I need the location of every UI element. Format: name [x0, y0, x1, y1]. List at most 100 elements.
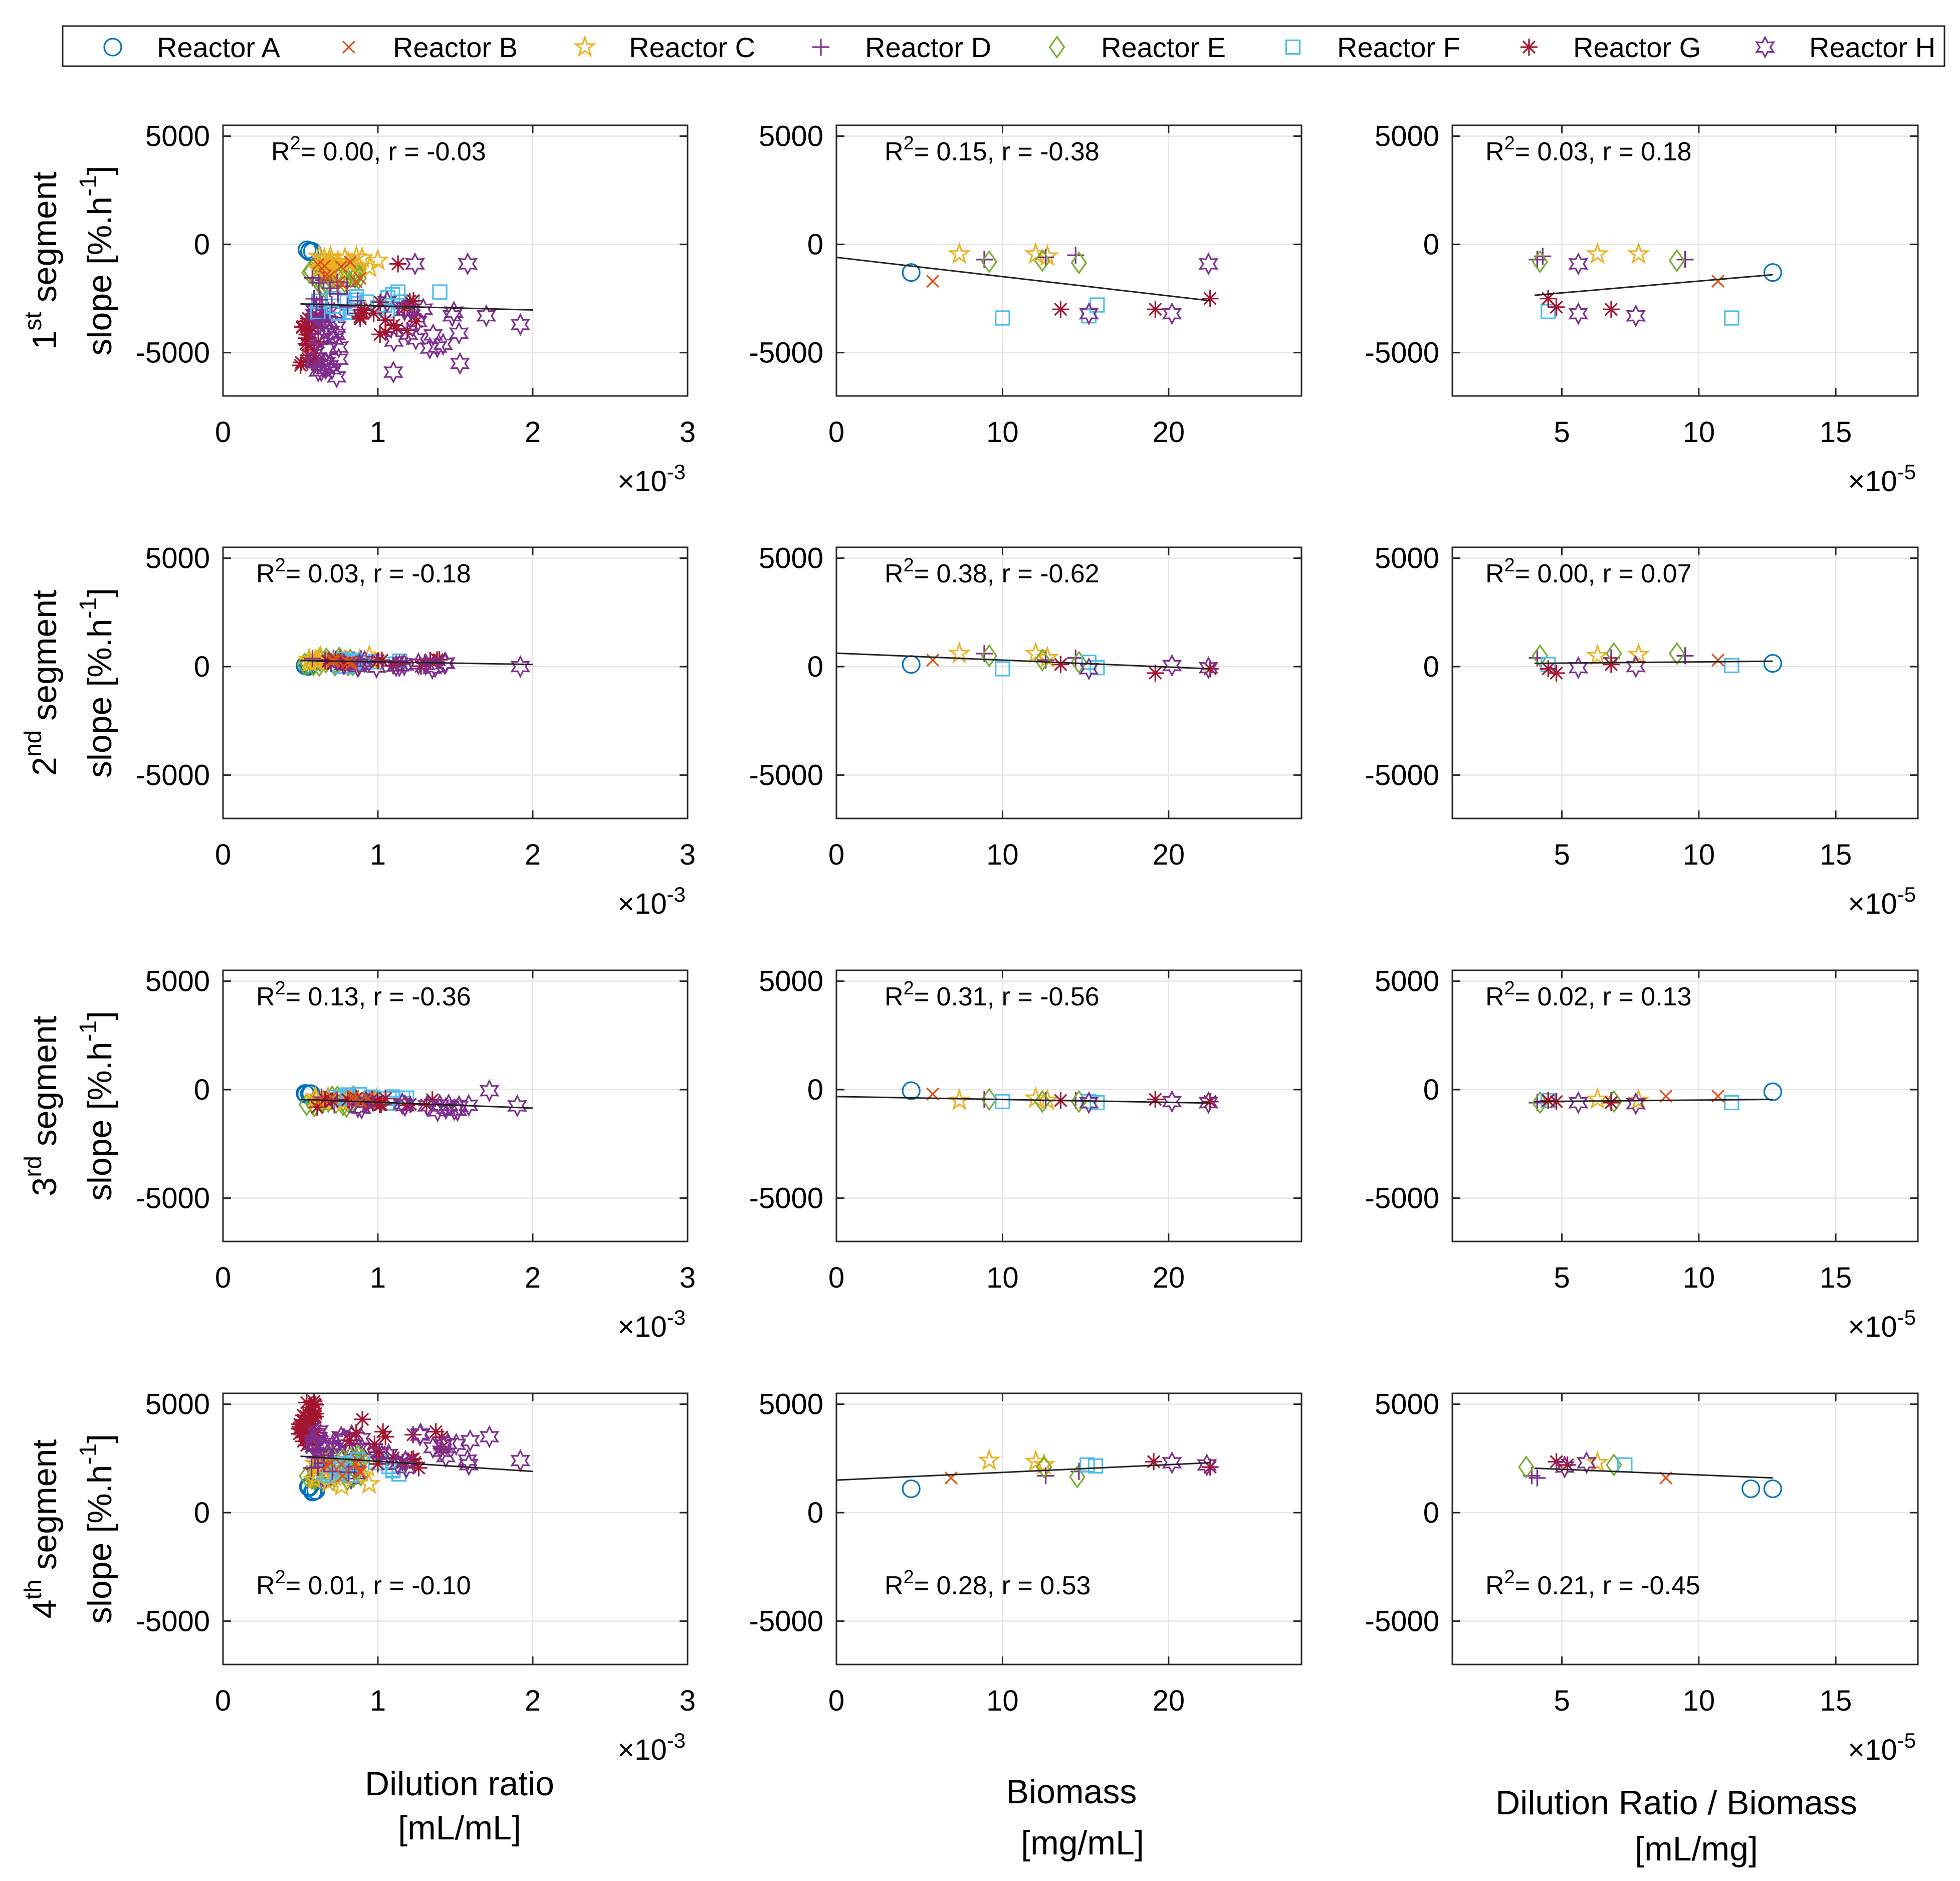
marker-reactor-a [902, 1479, 921, 1499]
marker-reactor-h [308, 359, 329, 383]
marker-reactor-h [308, 328, 328, 351]
marker-reactor-b [341, 656, 354, 669]
x-tick-label: 10 [986, 416, 1019, 449]
marker-reactor-c [1586, 643, 1609, 666]
y-tick-label: 5000 [1375, 120, 1439, 153]
marker-reactor-a [1763, 1479, 1782, 1499]
legend-entry-reactor-f: Reactor F [1337, 32, 1460, 63]
marker-reactor-g [1540, 1092, 1557, 1109]
marker-reactor-f [1724, 310, 1739, 326]
data-points [296, 644, 533, 680]
marker-reactor-e [1070, 651, 1087, 674]
marker-reactor-g [371, 326, 389, 343]
marker-reactor-h [449, 321, 469, 345]
marker-reactor-h [383, 360, 403, 384]
marker-reactor-h [435, 1097, 456, 1120]
marker-reactor-h [1568, 302, 1589, 325]
marker-reactor-b [926, 654, 940, 667]
marker-reactor-h [351, 1096, 372, 1120]
marker-reactor-e [1532, 250, 1549, 274]
marker-reactor-g [376, 311, 394, 329]
marker-reactor-d [1529, 1469, 1546, 1487]
marker-reactor-b [324, 1456, 337, 1470]
marker-reactor-h [450, 352, 470, 375]
panel-r3-c2: 0 10 20 5000 0 -5000 R2= 0.31, r = -0.56 [749, 965, 1302, 1294]
y-tick-label: 0 [1423, 1074, 1439, 1106]
marker-reactor-h [1162, 1090, 1182, 1113]
panel-r4-c2: 0 10 20 5000 0 -5000 R2= 0.28, r = 0.53 [749, 1388, 1302, 1717]
marker-reactor-h [392, 1092, 412, 1116]
marker-reactor-h [507, 1094, 528, 1118]
marker-reactor-g [404, 1426, 422, 1443]
marker-reactor-d [314, 311, 331, 329]
legend-entry-reactor-d: Reactor D [865, 32, 991, 63]
plot-area [836, 547, 1301, 818]
marker-reactor-h [476, 304, 497, 328]
marker-reactor-h [395, 1094, 415, 1118]
marker-reactor-h [405, 252, 425, 276]
r2-annotation: R2= 0.01, r = -0.10 [256, 1567, 471, 1600]
r2-annotation: R2= 0.28, r = 0.53 [885, 1567, 1091, 1600]
x-axis-label-col-2: Biomass [1006, 1773, 1137, 1811]
y-tick-label: -5000 [136, 1182, 210, 1214]
marker-reactor-h [351, 1427, 372, 1450]
x-tick-label: 10 [986, 1685, 1019, 1717]
panel-r1-c3: 5 10 15 5000 0 -5000 ×10-5 R2= 0.03, r = 0.18 [1365, 120, 1919, 498]
axes-frame [835, 546, 1302, 819]
svg-text:slope [%.h-1]: slope [%.h-1] [75, 588, 119, 778]
marker-reactor-g [398, 1097, 415, 1114]
marker-reactor-g [1602, 1094, 1620, 1112]
marker-reactor-g [310, 333, 327, 351]
marker-reactor-g [369, 1092, 386, 1110]
marker-reactor-g [297, 1422, 315, 1440]
r2-annotation: R2= 0.02, r = 0.13 [1485, 978, 1691, 1011]
marker-reactor-c [573, 35, 597, 57]
data-points [292, 240, 533, 388]
regression-line [1534, 1467, 1773, 1479]
y-tick-label: -5000 [749, 337, 823, 369]
x-tick-label: 2 [525, 1685, 541, 1717]
r2-annotation: R2= 0.03, r = -0.18 [256, 555, 471, 588]
y-label-segment-3: 3rd segment [20, 1015, 64, 1196]
y-tick-label: 0 [194, 1074, 210, 1106]
marker-reactor-g [347, 1090, 365, 1107]
panel-r2-c2: 0 10 20 5000 0 -5000 R2= 0.38, r = -0.62 [749, 542, 1302, 871]
axes-frame [222, 1392, 689, 1665]
marker-reactor-h [1162, 654, 1182, 677]
marker-reactor-g [407, 313, 425, 330]
marker-reactor-f [349, 289, 364, 305]
y-label-slope-2: slope [%.h-1] [75, 588, 119, 778]
marker-reactor-h [1198, 656, 1219, 680]
x-tick-label: 15 [1820, 416, 1852, 449]
marker-reactor-g [371, 1096, 388, 1114]
x-axis-multiplier: ×10-3 [617, 883, 686, 920]
y-tick-label: 5000 [145, 1388, 210, 1421]
marker-reactor-a [1763, 263, 1782, 282]
y-tick-label: 5000 [145, 965, 210, 998]
marker-reactor-g [295, 1406, 312, 1424]
marker-reactor-g [1201, 1458, 1219, 1476]
y-tick-label: 5000 [759, 1388, 823, 1421]
marker-reactor-f [1090, 297, 1105, 313]
marker-reactor-b [353, 272, 367, 285]
marker-reactor-h [1626, 1092, 1646, 1116]
marker-reactor-d [812, 39, 829, 56]
marker-reactor-d [324, 1440, 342, 1458]
marker-reactor-g [354, 1410, 371, 1428]
y-label-segment-2: 2nd segment [20, 590, 64, 776]
marker-reactor-b [336, 278, 349, 292]
marker-reactor-g [389, 255, 407, 273]
marker-reactor-b [336, 1470, 349, 1483]
regression-line [1534, 274, 1773, 296]
marker-reactor-h [423, 323, 444, 347]
marker-reactor-h [458, 252, 478, 276]
legend-entry-reactor-c: Reactor C [629, 32, 755, 63]
legend: Reactor A Reactor B Reactor C Reactor D Reac… [62, 25, 1945, 67]
marker-reactor-h [1555, 1455, 1575, 1479]
x-axis-multiplier: ×10-5 [1848, 460, 1916, 498]
marker-reactor-h [435, 651, 456, 675]
marker-reactor-g [1520, 39, 1538, 56]
axes-frame [835, 1392, 1302, 1665]
marker-reactor-g [1602, 301, 1620, 318]
marker-reactor-g [316, 1091, 334, 1108]
